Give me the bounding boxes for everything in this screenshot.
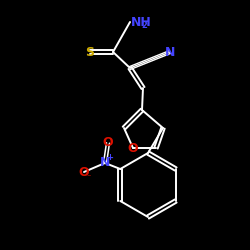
- Text: ⁻: ⁻: [87, 172, 91, 182]
- Text: 2: 2: [141, 22, 147, 30]
- Text: O: O: [128, 142, 138, 154]
- Text: N: N: [100, 156, 110, 170]
- Text: S: S: [86, 46, 94, 59]
- Text: NH: NH: [131, 16, 152, 28]
- Text: +: +: [106, 154, 114, 162]
- Text: O: O: [103, 136, 113, 149]
- Text: O: O: [79, 166, 89, 178]
- Text: N: N: [165, 46, 175, 59]
